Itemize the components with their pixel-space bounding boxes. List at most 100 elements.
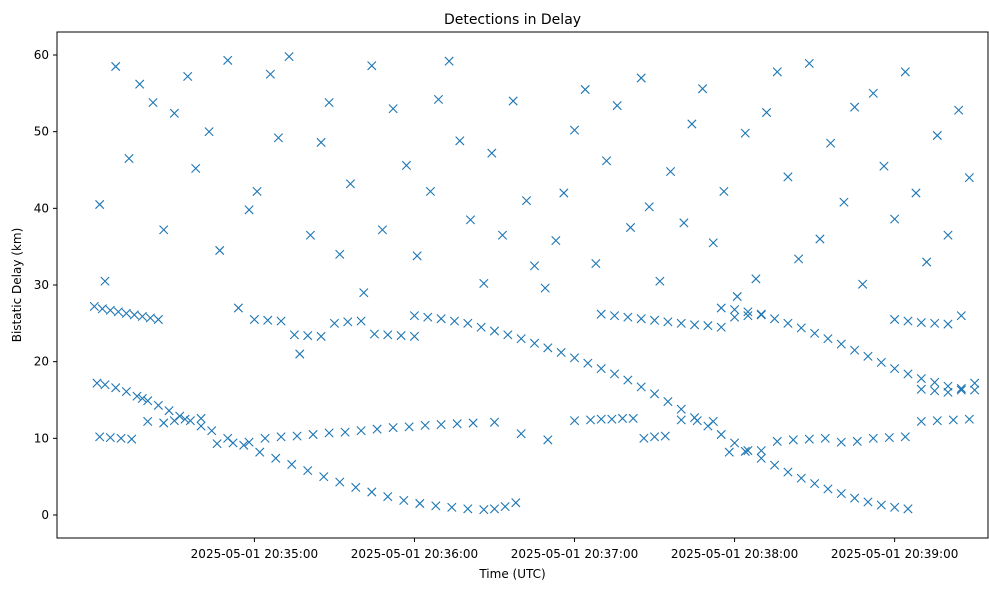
data-point: [868, 88, 878, 98]
data-point: [105, 432, 115, 443]
data-point: [930, 318, 940, 328]
data-point: [644, 202, 654, 212]
data-point: [930, 386, 940, 396]
data-point: [850, 345, 860, 355]
data-point: [95, 199, 105, 210]
data-point: [132, 391, 142, 401]
data-point: [372, 424, 382, 434]
data-point: [521, 196, 532, 206]
data-point: [388, 423, 398, 433]
data-point: [359, 288, 369, 298]
data-point: [823, 484, 833, 494]
data-point: [137, 393, 147, 404]
data-point: [583, 358, 593, 368]
data-point: [111, 383, 121, 393]
data-point: [540, 283, 550, 293]
data-point: [409, 311, 420, 321]
data-point: [970, 385, 980, 395]
data-point: [263, 315, 273, 325]
chart-title: Detections in Delay: [444, 12, 581, 28]
data-point: [596, 414, 606, 424]
data-point: [345, 179, 356, 189]
data-point: [636, 382, 646, 392]
data-point: [948, 415, 958, 425]
x-axis-label: Time (UTC): [478, 567, 545, 581]
data-point: [284, 51, 294, 62]
data-point: [287, 459, 297, 469]
data-point: [783, 467, 793, 477]
data-point: [423, 312, 433, 322]
data-point: [796, 473, 806, 483]
data-point: [233, 303, 243, 313]
y-tick-label: 20: [34, 355, 49, 369]
data-point: [612, 101, 622, 111]
data-point: [489, 504, 500, 514]
data-point: [255, 447, 265, 457]
data-point: [479, 505, 489, 515]
data-point: [636, 314, 646, 324]
data-point: [943, 230, 953, 240]
data-point: [970, 378, 980, 388]
data-point: [463, 504, 473, 514]
data-point: [716, 429, 726, 440]
data-point: [343, 317, 353, 327]
data-point: [449, 316, 460, 326]
data-point: [815, 234, 825, 244]
data-point: [463, 318, 473, 328]
data-point: [743, 307, 753, 317]
data-point: [543, 435, 553, 445]
data-point: [879, 161, 889, 171]
data-point: [100, 380, 110, 390]
y-tick-label: 10: [34, 431, 49, 445]
data-point: [596, 309, 606, 319]
data-point: [788, 435, 798, 445]
data-marks: [89, 51, 980, 515]
x-tick-label: 2025-05-01 20:38:00: [671, 547, 798, 561]
data-point: [665, 166, 676, 177]
data-point: [943, 381, 953, 391]
y-tick-label: 30: [34, 278, 49, 292]
data-point: [436, 314, 446, 324]
data-point: [751, 274, 761, 284]
data-point: [249, 314, 259, 325]
data-point: [649, 389, 660, 399]
data-point: [105, 305, 115, 315]
data-point: [215, 245, 225, 256]
data-point: [289, 330, 300, 340]
data-point: [383, 492, 393, 502]
data-point: [911, 188, 921, 198]
data-point: [367, 487, 377, 497]
data-point: [823, 334, 833, 344]
data-point: [516, 334, 526, 344]
data-point: [479, 278, 489, 289]
data-point: [794, 254, 804, 264]
x-tick-label: 2025-05-01 20:35:00: [191, 547, 318, 561]
y-tick-label: 60: [34, 48, 49, 62]
data-point: [100, 276, 110, 286]
data-point: [770, 314, 780, 324]
y-tick-label: 40: [34, 201, 49, 215]
data-point: [804, 434, 814, 444]
data-point: [729, 304, 740, 315]
data-point: [850, 102, 860, 112]
data-point: [111, 61, 121, 72]
data-point: [335, 477, 345, 487]
data-point: [890, 363, 900, 374]
data-point: [529, 338, 540, 348]
data-point: [244, 437, 254, 447]
data-point: [884, 432, 894, 443]
data-point: [729, 312, 740, 322]
data-point: [697, 84, 708, 94]
y-axis-ticks: 0 10 20 30 40 50 60: [34, 48, 57, 522]
data-point: [153, 314, 163, 325]
data-point: [465, 215, 476, 225]
data-point: [770, 460, 780, 470]
data-point: [316, 331, 326, 341]
data-point: [836, 437, 846, 447]
data-point: [252, 186, 262, 197]
data-point: [148, 97, 158, 108]
data-point: [676, 415, 686, 425]
data-point: [596, 363, 606, 374]
data-point: [623, 312, 633, 322]
data-point: [143, 416, 153, 427]
